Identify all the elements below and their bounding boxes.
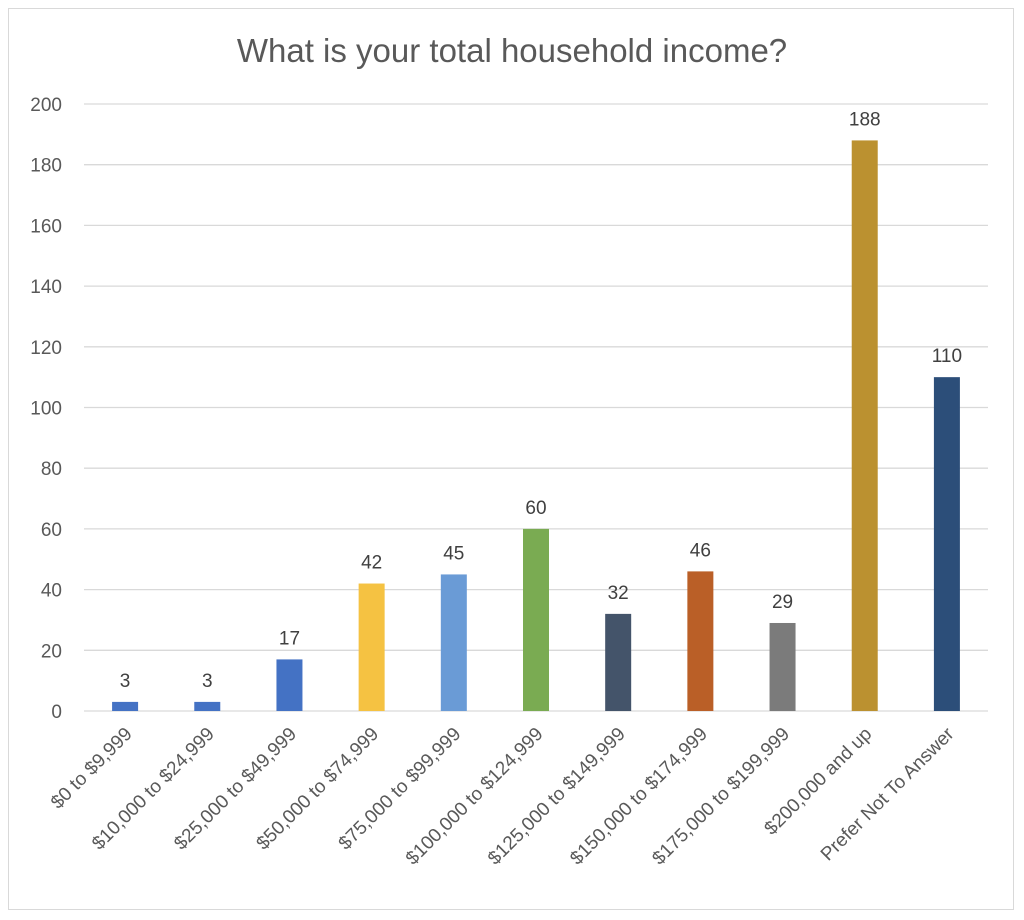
y-tick-label: 40 — [41, 581, 62, 602]
y-axis-ticks: 0 20 40 60 80 100 120 140 160 180 200 — [30, 95, 62, 723]
x-tick-label: $175,000 to $199,999 — [648, 724, 794, 870]
x-tick-label: $0 to $9,999 — [47, 724, 137, 814]
bar — [358, 583, 385, 711]
data-label: 110 — [932, 346, 962, 367]
y-tick-label: 20 — [41, 641, 62, 662]
data-label: 3 — [202, 671, 213, 692]
bar — [769, 622, 796, 711]
y-tick-label: 160 — [30, 216, 62, 237]
data-labels: 3 3 17 42 45 60 32 46 29 188 110 — [120, 109, 962, 691]
data-label: 3 — [120, 671, 131, 692]
x-axis-ticks: $0 to $9,999$10,000 to $24,999$25,000 to… — [47, 723, 959, 869]
bars — [112, 140, 960, 712]
data-label: 29 — [772, 592, 793, 613]
data-label: 60 — [525, 498, 546, 519]
x-tick-label: Prefer Not To Answer — [817, 723, 959, 865]
data-label: 45 — [443, 543, 464, 564]
bar — [112, 701, 139, 711]
y-tick-label: 0 — [51, 702, 62, 723]
data-label: 188 — [849, 109, 881, 130]
bar — [605, 613, 632, 711]
y-tick-label: 120 — [30, 338, 62, 359]
y-tick-label: 60 — [41, 520, 62, 541]
bar — [687, 571, 714, 711]
data-label: 42 — [361, 553, 382, 574]
y-tick-label: 80 — [41, 459, 62, 480]
y-tick-label: 200 — [30, 95, 62, 116]
chart-frame — [8, 8, 1014, 910]
bar — [440, 574, 467, 711]
bar — [276, 659, 303, 711]
x-tick-label: $100,000 to $124,999 — [402, 724, 548, 870]
bar — [851, 140, 878, 712]
bar — [523, 528, 549, 711]
bar — [933, 377, 960, 711]
data-label: 17 — [279, 628, 300, 649]
x-tick-label: $150,000 to $174,999 — [566, 724, 712, 870]
y-tick-label: 140 — [30, 277, 62, 298]
y-tick-label: 180 — [30, 156, 62, 177]
y-tick-label: 100 — [30, 399, 62, 420]
x-tick-label: $125,000 to $149,999 — [484, 724, 630, 870]
bar — [194, 701, 221, 711]
chart-title: What is your total household income? — [237, 32, 787, 69]
data-label: 32 — [608, 583, 629, 604]
gridlines — [84, 103, 988, 712]
data-label: 46 — [690, 540, 711, 561]
